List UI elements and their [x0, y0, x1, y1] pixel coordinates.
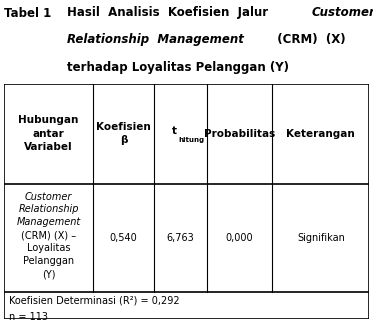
Text: Tabel 1: Tabel 1: [4, 7, 51, 20]
Text: Customer: Customer: [25, 192, 72, 202]
Text: (CRM) (X) –: (CRM) (X) –: [21, 230, 76, 240]
Text: Probabilitas: Probabilitas: [204, 129, 275, 139]
Text: Signifikan: Signifikan: [297, 233, 345, 243]
Text: Relationship  Management: Relationship Management: [67, 33, 244, 46]
Text: Relationship: Relationship: [18, 204, 79, 214]
Text: Hubungan
antar
Variabel: Hubungan antar Variabel: [18, 116, 79, 152]
Text: hitung: hitung: [178, 137, 204, 143]
Text: Keterangan: Keterangan: [286, 129, 355, 139]
Text: 0,000: 0,000: [226, 233, 253, 243]
Text: 6,763: 6,763: [166, 233, 194, 243]
Text: terhadap Loyalitas Pelanggan (Y): terhadap Loyalitas Pelanggan (Y): [67, 61, 289, 74]
Text: t: t: [172, 126, 176, 136]
Text: (Y): (Y): [42, 269, 55, 279]
Text: Hasil  Analisis  Koefisien  Jalur: Hasil Analisis Koefisien Jalur: [67, 6, 276, 19]
Text: 0,540: 0,540: [110, 233, 137, 243]
Text: (CRM)  (X): (CRM) (X): [269, 33, 345, 46]
Text: Pelanggan: Pelanggan: [23, 256, 74, 266]
Text: Loyalitas: Loyalitas: [27, 243, 70, 253]
Text: Koefisien Determinasi (R²) = 0,292: Koefisien Determinasi (R²) = 0,292: [9, 295, 180, 305]
Text: Koefisien
β: Koefisien β: [96, 122, 151, 145]
Text: n = 113: n = 113: [9, 312, 48, 322]
Text: Customer: Customer: [312, 6, 373, 19]
Text: Management: Management: [16, 217, 81, 227]
